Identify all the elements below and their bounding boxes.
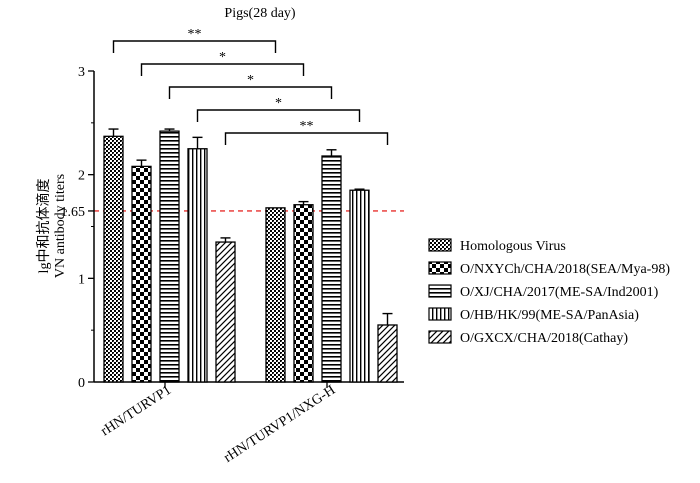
legend-label: O/XJ/CHA/2017(ME-SA/Ind2001) — [460, 285, 659, 300]
legend-label: Homologous Virus — [460, 239, 566, 254]
legend-swatch — [428, 261, 452, 275]
bar — [349, 189, 370, 383]
bar — [103, 135, 124, 383]
bar — [265, 207, 286, 383]
y-axis-label-cn: lg中和抗体滴度 — [35, 179, 52, 274]
y-tick-label: 1.65 — [61, 205, 86, 220]
bars — [103, 128, 398, 383]
x-category-label: rHN/TURVP1 — [98, 383, 174, 439]
significance-brackets: ******* — [112, 27, 389, 145]
bar — [131, 165, 152, 383]
y-tick-label: 0 — [78, 376, 85, 391]
significance-label: ** — [300, 119, 314, 134]
y-tick-label: 2 — [78, 169, 85, 184]
legend-swatch — [428, 307, 452, 321]
chart-title: Pigs(28 day) — [224, 6, 296, 21]
y-tick-label: 1 — [78, 272, 85, 287]
legend-label: O/GXCX/CHA/2018(Cathay) — [460, 331, 628, 346]
bar — [377, 324, 398, 383]
significance-bracket — [112, 40, 277, 53]
legend-label: O/HB/HK/99(ME-SA/PanAsia) — [460, 308, 639, 323]
significance-label: * — [219, 50, 226, 65]
legend-swatch — [428, 238, 452, 252]
legend-swatch — [428, 284, 452, 298]
y-tick-label: 3 — [78, 65, 85, 80]
significance-bracket — [196, 109, 361, 122]
legend-label: O/NXYCh/CHA/2018(SEA/Mya-98) — [460, 262, 670, 277]
legend-swatch — [428, 330, 452, 344]
significance-bracket — [224, 132, 389, 145]
bar — [293, 204, 314, 383]
bar — [321, 155, 342, 383]
y-axis-label-en: VN antibody titers — [53, 174, 68, 278]
bar — [215, 241, 236, 383]
significance-label: ** — [188, 27, 202, 42]
legend: Homologous Virus O/NXYCh/CHA/2018(SEA/Mya… — [428, 238, 670, 346]
significance-bracket — [168, 86, 333, 99]
significance-bracket — [140, 63, 305, 76]
x-category-label: rHN/TURVP1/NXG-H — [221, 383, 338, 466]
significance-label: * — [275, 96, 282, 111]
x-axis-labels: rHN/TURVP1 rHN/TURVP1/NXG-H — [98, 383, 338, 466]
bar — [159, 130, 180, 383]
bar — [187, 148, 208, 383]
significance-label: * — [247, 73, 254, 88]
